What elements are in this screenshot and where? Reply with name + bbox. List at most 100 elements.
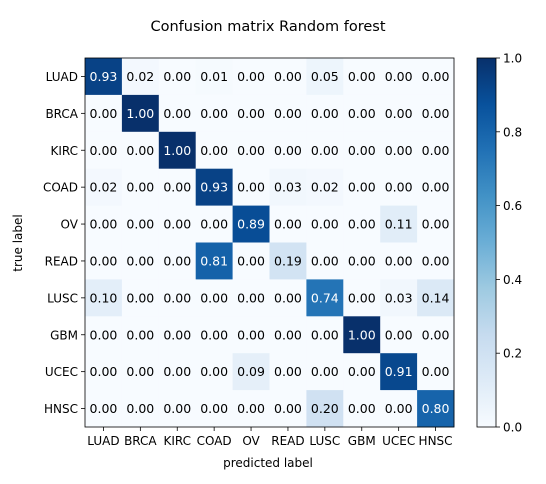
heatmap-cells <box>85 58 455 428</box>
cell-value-label: 0.00 <box>311 106 339 121</box>
heatmap-cell <box>195 131 233 170</box>
heatmap-cell <box>85 94 123 133</box>
cell-value-label: 0.00 <box>385 401 413 416</box>
cell-value-label: 0.00 <box>163 106 191 121</box>
heatmap-cell <box>417 58 455 96</box>
cell-value-label: 0.05 <box>311 69 339 84</box>
y-axis-ticks: LUAD BRCA KIRC COAD OV READ LUSC GBM UCEC HNSC <box>43 70 85 416</box>
heatmap-cell <box>158 242 197 280</box>
cell-value-label: 0.00 <box>126 364 154 379</box>
cell-value-label: 0.00 <box>200 217 228 232</box>
cell-value-label: 0.20 <box>311 401 339 416</box>
cell-value-label: 0.93 <box>200 180 228 195</box>
y-tick-label: READ <box>45 254 78 268</box>
heatmap-cell <box>158 390 197 428</box>
cell-value-label: 0.00 <box>90 401 118 416</box>
cell-value-label: 0.02 <box>126 69 154 84</box>
heatmap-cell <box>195 205 233 243</box>
y-tick-label: BRCA <box>45 107 78 121</box>
heatmap-cell <box>85 353 123 391</box>
heatmap-cell <box>380 316 418 354</box>
cell-value-label: 0.00 <box>422 364 450 379</box>
cell-value-label: 0.00 <box>385 143 413 158</box>
cell-value-label: 0.09 <box>237 364 265 379</box>
colorbar-tick-label: 1.0 <box>503 52 522 66</box>
y-tick-label: LUSC <box>47 291 78 305</box>
cell-value-label: 0.80 <box>422 401 450 416</box>
heatmap-cell <box>417 279 455 317</box>
cell-value-label: 0.00 <box>274 327 302 342</box>
cell-value-label: 0.00 <box>348 69 376 84</box>
heatmap-cell <box>343 168 381 206</box>
cell-value-label: 1.00 <box>163 143 191 158</box>
colorbar-tick-label: 0.4 <box>503 273 522 287</box>
x-tick-label: BRCA <box>124 434 157 448</box>
heatmap-cell <box>85 242 123 280</box>
x-tick-label: KIRC <box>163 434 191 448</box>
cell-value-label: 0.00 <box>237 327 265 342</box>
cell-value-label: 0.00 <box>237 69 265 84</box>
cell-annotations: 0.93 0.02 0.00 0.01 0.00 0.00 0.05 0.00 0.00 0.00… <box>90 69 450 416</box>
cell-value-label: 0.00 <box>200 364 228 379</box>
heatmap-cell <box>121 279 160 317</box>
heatmap-cell <box>306 279 344 317</box>
heatmap-cell <box>417 131 455 170</box>
heatmap-cell <box>306 242 344 280</box>
heatmap-cell <box>158 131 197 170</box>
heatmap-cell <box>232 131 270 170</box>
y-tick-label: COAD <box>43 181 78 195</box>
heatmap-cell <box>232 205 270 243</box>
cell-value-label: 0.00 <box>163 180 191 195</box>
heatmap-cell <box>380 242 418 280</box>
cell-value-label: 0.00 <box>200 143 228 158</box>
heatmap-cell <box>269 58 307 96</box>
cell-value-label: 0.00 <box>311 143 339 158</box>
cell-value-label: 0.00 <box>126 217 154 232</box>
cell-value-label: 0.00 <box>274 290 302 305</box>
cell-value-label: 0.00 <box>274 364 302 379</box>
cell-value-label: 0.00 <box>163 401 191 416</box>
cell-value-label: 0.00 <box>126 180 154 195</box>
y-tick-label: OV <box>61 218 79 232</box>
heatmap-cell <box>306 168 344 206</box>
cell-value-label: 0.00 <box>348 106 376 121</box>
x-axis-ticks: LUAD BRCA KIRC COAD OV READ LUSC GBM UCEC HNSC <box>87 427 453 448</box>
cell-value-label: 0.00 <box>274 106 302 121</box>
heatmap-cell <box>269 353 307 391</box>
x-tick-label: LUSC <box>309 434 340 448</box>
heatmap-cell <box>306 205 344 243</box>
heatmap-cell <box>121 131 160 170</box>
cell-value-label: 0.01 <box>200 69 228 84</box>
heatmap-cell <box>417 94 455 133</box>
heatmap-cell <box>306 353 344 391</box>
cell-value-label: 0.00 <box>348 143 376 158</box>
cell-value-label: 0.00 <box>90 364 118 379</box>
plot-frame <box>84 57 455 428</box>
cell-value-label: 0.00 <box>348 217 376 232</box>
heatmap-cell <box>380 131 418 170</box>
colorbar-tick-label: 0.8 <box>503 125 522 139</box>
cell-value-label: 0.00 <box>385 327 413 342</box>
heatmap-cell <box>195 168 233 206</box>
heatmap-cell <box>121 205 160 243</box>
cell-value-label: 0.00 <box>422 180 450 195</box>
heatmap-cell <box>417 168 455 206</box>
colorbar <box>476 57 497 428</box>
heatmap-cell <box>417 316 455 354</box>
cell-value-label: 0.00 <box>126 327 154 342</box>
heatmap-cell <box>343 205 381 243</box>
heatmap-cell <box>195 94 233 133</box>
cell-value-label: 0.00 <box>422 253 450 268</box>
heatmap-cell <box>306 390 344 428</box>
heatmap-cell <box>306 316 344 354</box>
cell-value-label: 0.00 <box>126 143 154 158</box>
cell-value-label: 0.00 <box>274 69 302 84</box>
cell-value-label: 0.00 <box>200 401 228 416</box>
heatmap-cell <box>269 390 307 428</box>
heatmap-cell <box>158 316 197 354</box>
cell-value-label: 0.00 <box>422 327 450 342</box>
cell-value-label: 0.00 <box>274 217 302 232</box>
cell-value-label: 0.00 <box>348 290 376 305</box>
cell-value-label: 0.00 <box>163 69 191 84</box>
